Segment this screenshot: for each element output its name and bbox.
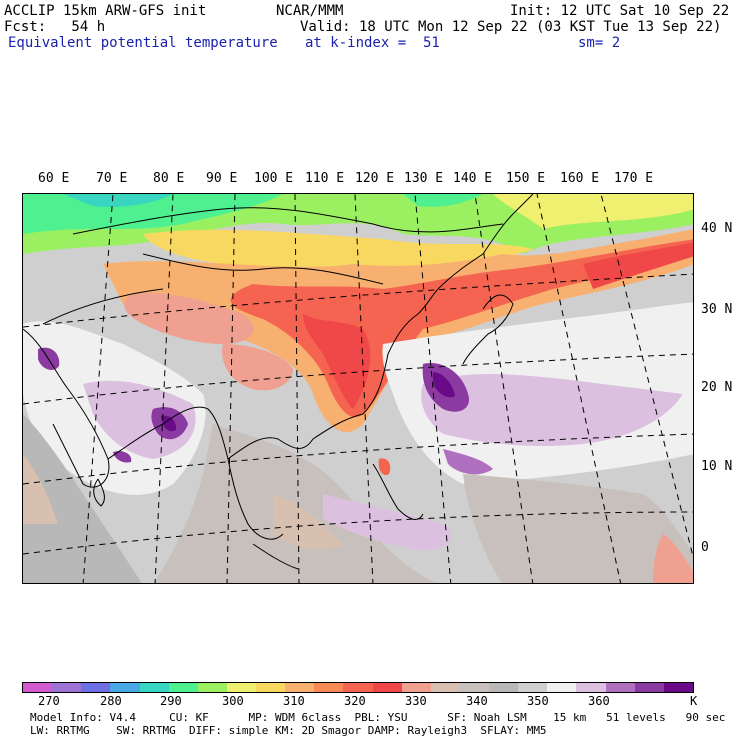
colorbar-unit: K	[690, 694, 698, 708]
lat-label: 30 N	[701, 302, 733, 317]
colorbar-swatch	[605, 683, 635, 692]
lon-label: 170 E	[614, 171, 654, 186]
lon-label: 130 E	[404, 171, 444, 186]
colorbar-swatch	[23, 683, 53, 692]
colorbar-swatch	[314, 683, 344, 692]
colorbar	[22, 682, 694, 693]
colorbar-swatch	[343, 683, 373, 692]
field-name: Equivalent potential temperature	[8, 35, 278, 51]
colorbar-tick: 280	[100, 694, 122, 708]
colorbar-tick: 360	[588, 694, 610, 708]
lat-label: 20 N	[701, 380, 733, 395]
lon-label: 120 E	[355, 171, 395, 186]
lon-label: 100 E	[254, 171, 294, 186]
lat-label: 10 N	[701, 459, 733, 474]
colorbar-swatch	[663, 683, 693, 692]
colorbar-swatch	[256, 683, 286, 692]
colorbar-swatch	[168, 683, 198, 692]
colorbar-swatch	[110, 683, 140, 692]
colorbar-tick: 330	[405, 694, 427, 708]
model-info-line2: LW: RRTMG SW: RRTMG DIFF: simple KM: 2D …	[30, 724, 547, 737]
colorbar-swatch	[285, 683, 315, 692]
colorbar-tick: 270	[38, 694, 60, 708]
colorbar-tick: 320	[344, 694, 366, 708]
lon-label: 140 E	[453, 171, 493, 186]
colorbar-swatch	[459, 683, 489, 692]
map-panel	[22, 193, 694, 584]
organization-label: NCAR/MMM	[276, 3, 344, 19]
valid-time: Valid: 18 UTC Mon 12 Sep 22 (03 KST Tue …	[300, 19, 722, 35]
colorbar-tick: 350	[527, 694, 549, 708]
model-info-line1: Model Info: V4.4 CU: KF MP: WDM 6class P…	[30, 711, 726, 724]
colorbar-tick: 290	[160, 694, 182, 708]
colorbar-swatch	[430, 683, 460, 692]
colorbar-swatch	[81, 683, 111, 692]
colorbar-swatch	[226, 683, 256, 692]
colorbar-tick: 310	[283, 694, 305, 708]
colorbar-tick: 300	[222, 694, 244, 708]
lon-label: 90 E	[206, 171, 238, 186]
level-index: at k-index = 51	[305, 35, 440, 51]
lat-label: 40 N	[701, 221, 733, 236]
init-time: Init: 12 UTC Sat 10 Sep 22	[510, 3, 730, 19]
lon-label: 80 E	[153, 171, 185, 186]
colorbar-swatch	[372, 683, 402, 692]
colorbar-swatch	[576, 683, 606, 692]
forecast-hour: Fcst: 54 h	[4, 19, 106, 35]
lon-label: 150 E	[506, 171, 546, 186]
smoothing-label: sm= 2	[578, 35, 621, 51]
colorbar-swatch	[634, 683, 664, 692]
lon-label: 70 E	[96, 171, 128, 186]
lon-label: 160 E	[560, 171, 600, 186]
colorbar-swatch	[197, 683, 227, 692]
colorbar-swatch	[518, 683, 548, 692]
lat-label: 0	[701, 540, 709, 555]
colorbar-swatch	[401, 683, 431, 692]
colorbar-swatch	[547, 683, 577, 692]
lon-label: 110 E	[305, 171, 345, 186]
colorbar-swatch	[52, 683, 82, 692]
lon-label: 60 E	[38, 171, 70, 186]
colorbar-swatch	[489, 683, 519, 692]
theta-e-field	[23, 194, 693, 583]
colorbar-tick: 340	[466, 694, 488, 708]
colorbar-swatch	[139, 683, 169, 692]
model-title: ACCLIP 15km ARW-GFS init	[4, 3, 207, 19]
